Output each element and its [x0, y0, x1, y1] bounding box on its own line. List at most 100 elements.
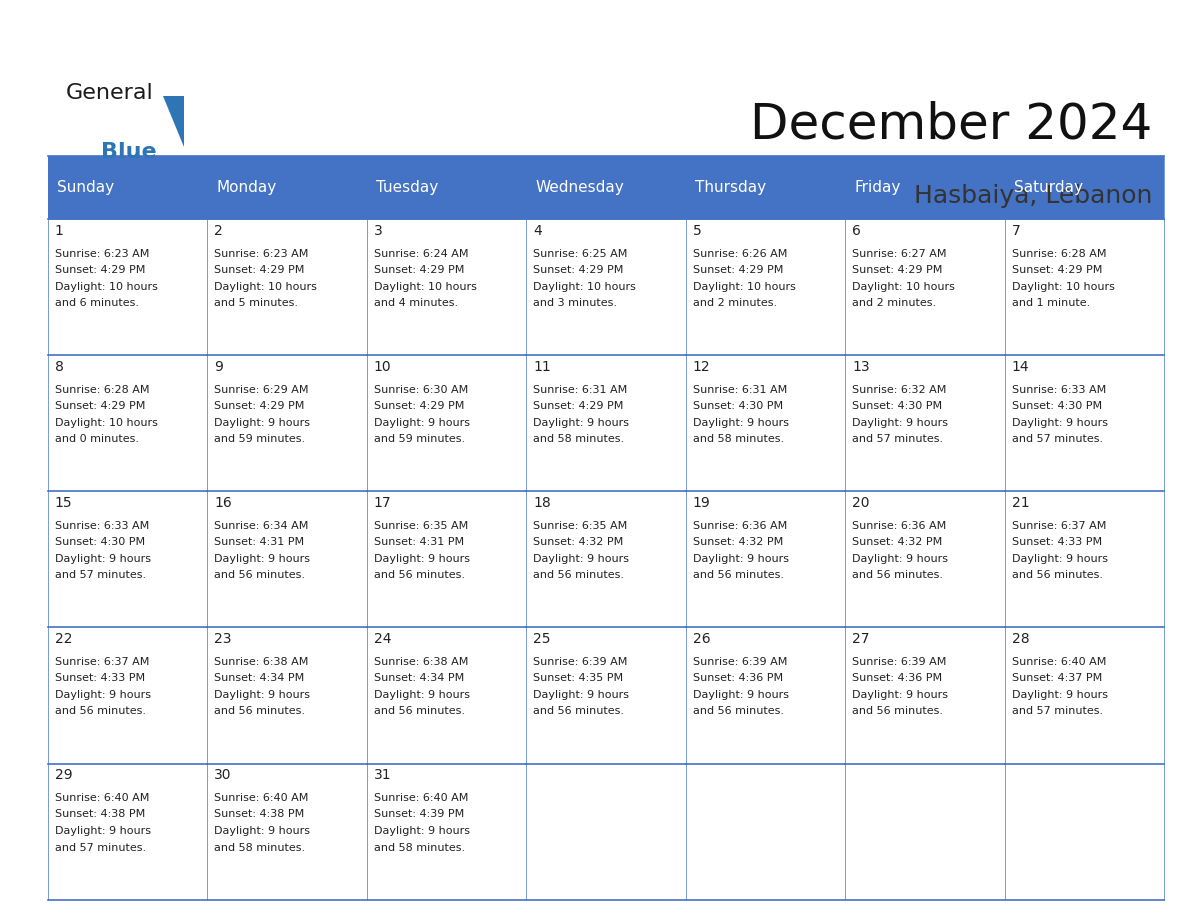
Text: Sunset: 4:39 PM: Sunset: 4:39 PM — [374, 810, 465, 820]
Text: Sunrise: 6:23 AM: Sunrise: 6:23 AM — [55, 249, 148, 259]
Text: Sunrise: 6:32 AM: Sunrise: 6:32 AM — [852, 385, 947, 395]
Bar — [526, 628, 685, 764]
Text: and 57 minutes.: and 57 minutes. — [55, 843, 146, 853]
Text: Daylight: 10 hours: Daylight: 10 hours — [374, 282, 476, 292]
Text: Sunday: Sunday — [57, 180, 114, 196]
Bar — [48, 355, 207, 491]
Text: Daylight: 9 hours: Daylight: 9 hours — [693, 418, 789, 428]
Polygon shape — [163, 96, 184, 147]
Text: and 56 minutes.: and 56 minutes. — [374, 707, 465, 716]
Text: Sunrise: 6:33 AM: Sunrise: 6:33 AM — [1012, 385, 1106, 395]
Text: Friday: Friday — [854, 180, 901, 196]
Bar — [367, 219, 526, 355]
Text: Daylight: 9 hours: Daylight: 9 hours — [852, 418, 948, 428]
Text: and 5 minutes.: and 5 minutes. — [214, 298, 298, 308]
FancyBboxPatch shape — [526, 156, 685, 219]
Text: December 2024: December 2024 — [750, 101, 1152, 149]
Text: Daylight: 9 hours: Daylight: 9 hours — [55, 826, 151, 836]
Text: Sunset: 4:29 PM: Sunset: 4:29 PM — [374, 265, 465, 275]
Bar — [526, 491, 685, 628]
Bar — [1005, 491, 1164, 628]
Text: Daylight: 10 hours: Daylight: 10 hours — [214, 282, 317, 292]
Bar — [845, 355, 1005, 491]
Text: Sunrise: 6:25 AM: Sunrise: 6:25 AM — [533, 249, 627, 259]
Bar — [1005, 628, 1164, 764]
Text: Sunset: 4:38 PM: Sunset: 4:38 PM — [214, 810, 304, 820]
Text: 3: 3 — [374, 224, 383, 238]
Text: and 57 minutes.: and 57 minutes. — [1012, 707, 1102, 716]
Text: and 3 minutes.: and 3 minutes. — [533, 298, 618, 308]
Text: and 56 minutes.: and 56 minutes. — [693, 707, 784, 716]
Text: Daylight: 9 hours: Daylight: 9 hours — [693, 554, 789, 564]
Text: 22: 22 — [55, 633, 72, 646]
Text: Sunset: 4:29 PM: Sunset: 4:29 PM — [533, 265, 624, 275]
Text: Sunset: 4:32 PM: Sunset: 4:32 PM — [852, 537, 942, 547]
Text: 6: 6 — [852, 224, 861, 238]
Text: and 2 minutes.: and 2 minutes. — [852, 298, 936, 308]
Bar — [207, 628, 367, 764]
Bar — [367, 491, 526, 628]
Bar — [207, 219, 367, 355]
Bar — [48, 491, 207, 628]
Text: Daylight: 10 hours: Daylight: 10 hours — [1012, 282, 1114, 292]
Text: 24: 24 — [374, 633, 391, 646]
Text: and 59 minutes.: and 59 minutes. — [214, 434, 305, 444]
FancyBboxPatch shape — [48, 156, 207, 219]
Text: General: General — [65, 83, 153, 103]
FancyBboxPatch shape — [1005, 156, 1164, 219]
Text: 19: 19 — [693, 496, 710, 510]
Text: Wednesday: Wednesday — [536, 180, 625, 196]
Text: Sunset: 4:33 PM: Sunset: 4:33 PM — [1012, 537, 1102, 547]
Text: and 56 minutes.: and 56 minutes. — [533, 707, 624, 716]
Text: Sunset: 4:31 PM: Sunset: 4:31 PM — [374, 537, 463, 547]
Text: Sunrise: 6:35 AM: Sunrise: 6:35 AM — [374, 521, 468, 531]
Text: Sunset: 4:36 PM: Sunset: 4:36 PM — [693, 674, 783, 683]
Text: Sunset: 4:30 PM: Sunset: 4:30 PM — [852, 401, 942, 411]
Text: Sunset: 4:34 PM: Sunset: 4:34 PM — [374, 674, 465, 683]
Text: Sunrise: 6:31 AM: Sunrise: 6:31 AM — [693, 385, 786, 395]
FancyBboxPatch shape — [845, 156, 1005, 219]
Text: Daylight: 9 hours: Daylight: 9 hours — [214, 418, 310, 428]
Text: Sunset: 4:36 PM: Sunset: 4:36 PM — [852, 674, 942, 683]
Text: 15: 15 — [55, 496, 72, 510]
Text: 17: 17 — [374, 496, 391, 510]
Text: Sunset: 4:35 PM: Sunset: 4:35 PM — [533, 674, 624, 683]
Text: and 56 minutes.: and 56 minutes. — [214, 707, 305, 716]
Bar — [207, 764, 367, 900]
Text: 30: 30 — [214, 768, 232, 782]
Text: 10: 10 — [374, 360, 391, 374]
Text: Sunrise: 6:37 AM: Sunrise: 6:37 AM — [55, 657, 148, 666]
Text: Sunrise: 6:38 AM: Sunrise: 6:38 AM — [214, 657, 309, 666]
Text: 7: 7 — [1012, 224, 1020, 238]
Text: 26: 26 — [693, 633, 710, 646]
Bar — [1005, 355, 1164, 491]
Text: 8: 8 — [55, 360, 63, 374]
Text: 23: 23 — [214, 633, 232, 646]
Text: Sunrise: 6:38 AM: Sunrise: 6:38 AM — [374, 657, 468, 666]
Text: Daylight: 9 hours: Daylight: 9 hours — [693, 690, 789, 700]
Text: 25: 25 — [533, 633, 551, 646]
Text: Sunrise: 6:40 AM: Sunrise: 6:40 AM — [214, 793, 309, 803]
Text: Daylight: 9 hours: Daylight: 9 hours — [55, 554, 151, 564]
Text: Saturday: Saturday — [1015, 180, 1083, 196]
Text: 13: 13 — [852, 360, 870, 374]
Bar — [845, 628, 1005, 764]
Text: 20: 20 — [852, 496, 870, 510]
Text: Sunrise: 6:31 AM: Sunrise: 6:31 AM — [533, 385, 627, 395]
Text: Daylight: 9 hours: Daylight: 9 hours — [1012, 690, 1108, 700]
FancyBboxPatch shape — [207, 156, 367, 219]
Text: Daylight: 9 hours: Daylight: 9 hours — [374, 690, 469, 700]
Text: Daylight: 10 hours: Daylight: 10 hours — [533, 282, 636, 292]
Text: 21: 21 — [1012, 496, 1030, 510]
Text: Sunrise: 6:28 AM: Sunrise: 6:28 AM — [55, 385, 150, 395]
Text: Daylight: 9 hours: Daylight: 9 hours — [852, 554, 948, 564]
Text: 4: 4 — [533, 224, 542, 238]
Text: Sunrise: 6:40 AM: Sunrise: 6:40 AM — [1012, 657, 1106, 666]
Text: 16: 16 — [214, 496, 232, 510]
Text: Hasbaiya, Lebanon: Hasbaiya, Lebanon — [914, 184, 1152, 207]
Bar — [526, 219, 685, 355]
Text: Sunset: 4:32 PM: Sunset: 4:32 PM — [533, 537, 624, 547]
Text: Daylight: 9 hours: Daylight: 9 hours — [1012, 418, 1108, 428]
Text: Sunrise: 6:39 AM: Sunrise: 6:39 AM — [852, 657, 947, 666]
Text: Sunrise: 6:40 AM: Sunrise: 6:40 AM — [55, 793, 148, 803]
